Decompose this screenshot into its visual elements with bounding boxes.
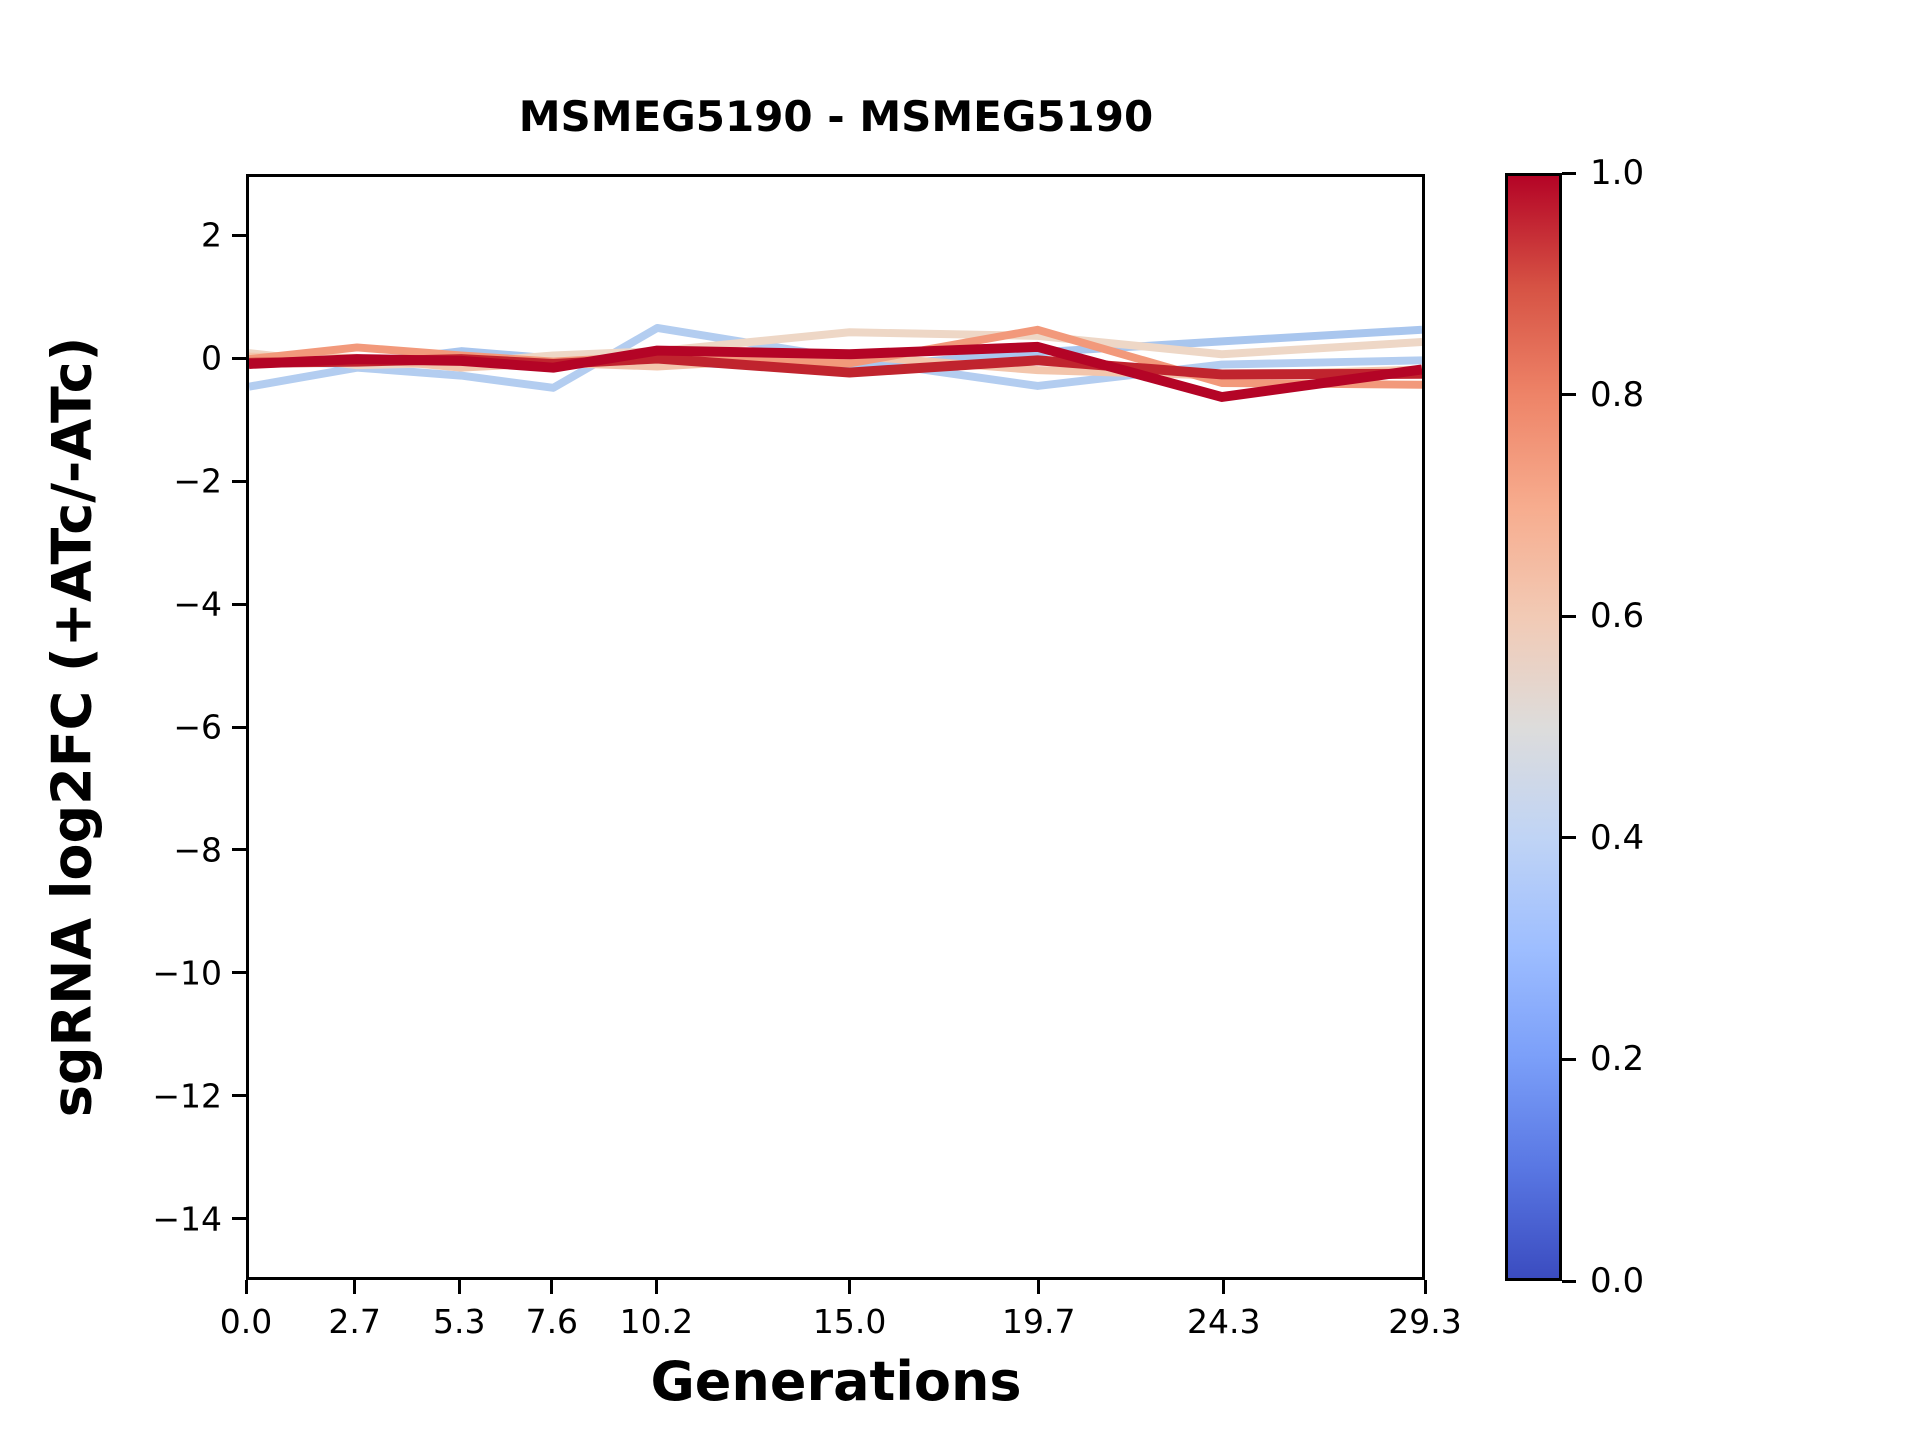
y-tick-label: 0 [201,338,222,378]
x-tick-mark [848,1280,852,1294]
colorbar-tick-label: 0.4 [1590,817,1645,858]
data-lines-canvas [249,323,1422,402]
y-tick-label: −14 [152,1199,222,1239]
plot-area [246,174,1425,1280]
x-tick-mark [1423,1280,1427,1294]
x-tick-label: 29.3 [1388,1302,1462,1341]
y-tick-mark [232,602,246,606]
colorbar-tick-label: 1.0 [1590,153,1645,193]
chart-title: MSMEG5190 - MSMEG5190 [518,92,1154,141]
colorbar-tick-label: 0.2 [1590,1039,1645,1080]
colorbar-tick-mark [1562,393,1576,397]
x-tick-label: 7.6 [525,1302,579,1341]
x-tick-mark [457,1280,461,1294]
colorbar-tick-label: 0.6 [1590,596,1645,637]
y-tick-mark [232,848,246,852]
colorbar-tick-label: 0.8 [1590,374,1645,415]
y-tick-label: −4 [173,584,222,624]
x-tick-mark [244,1280,248,1294]
y-tick-mark [232,1094,246,1098]
y-tick-mark [232,971,246,975]
y-tick-mark [232,479,246,483]
colorbar-tick-mark [1562,1057,1576,1061]
colorbar-tick-mark [1562,171,1576,175]
colorbar-gradient [1508,176,1559,1278]
x-axis-label: Generations [650,1350,1022,1413]
y-tick-label: −6 [173,707,222,747]
y-tick-label: −10 [152,953,222,993]
colorbar [1505,173,1562,1281]
y-tick-mark [232,1217,246,1221]
x-tick-label: 24.3 [1187,1302,1261,1341]
y-tick-mark [232,233,246,237]
x-tick-label: 15.0 [812,1302,887,1341]
y-tick-mark [232,725,246,729]
x-tick-mark [654,1280,658,1294]
y-tick-label: −2 [173,461,222,501]
x-tick-label: 0.0 [219,1302,273,1341]
x-tick-label: 19.7 [1001,1302,1076,1341]
colorbar-tick-mark [1562,836,1576,840]
y-axis-label: sgRNA log2FC (+ATc/-ATc) [40,336,104,1118]
colorbar-tick-mark [1562,1279,1576,1283]
x-tick-mark [550,1280,554,1294]
x-tick-mark [1222,1280,1226,1294]
y-tick-label: 2 [201,215,222,255]
y-tick-label: −12 [152,1076,222,1116]
x-tick-label: 5.3 [433,1302,486,1341]
colorbar-tick-label: 0.0 [1590,1261,1645,1301]
series-line-sgRNA-red-1 [249,341,1422,402]
x-tick-mark [1037,1280,1041,1294]
x-tick-mark [353,1280,357,1294]
x-tick-label: 10.2 [619,1302,694,1341]
y-tick-mark [232,356,246,360]
y-tick-label: −8 [173,830,222,870]
colorbar-tick-mark [1562,614,1576,618]
x-tick-label: 2.7 [328,1302,381,1341]
